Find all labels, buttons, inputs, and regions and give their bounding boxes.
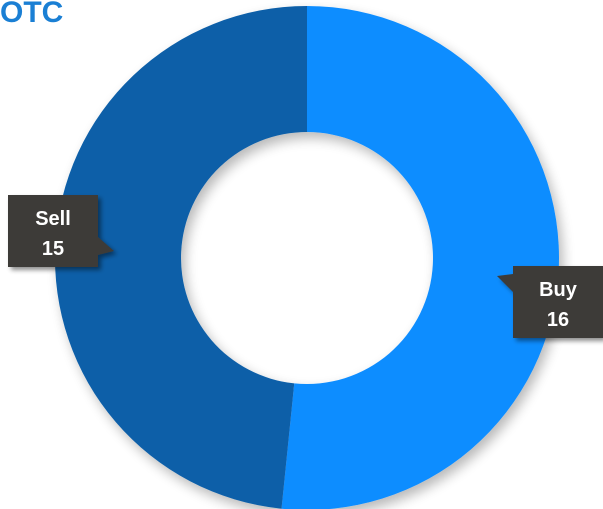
- callout-buy: Buy 16: [497, 266, 603, 338]
- callout-pointer-buy: [497, 274, 513, 292]
- callout-box-sell: [8, 195, 98, 267]
- chart-title: OTC: [0, 0, 64, 29]
- slice-label-buy: Buy: [539, 279, 578, 301]
- callout-pointer-sell: [98, 237, 114, 255]
- slice-value-sell: 15: [42, 238, 64, 260]
- donut-slice-sell: [55, 6, 308, 509]
- callout-box-buy: [513, 266, 603, 338]
- callout-sell: Sell 15: [8, 195, 114, 267]
- slice-label-sell: Sell: [35, 208, 71, 230]
- slice-value-buy: 16: [547, 309, 569, 331]
- donut-slice-buy: [281, 6, 560, 509]
